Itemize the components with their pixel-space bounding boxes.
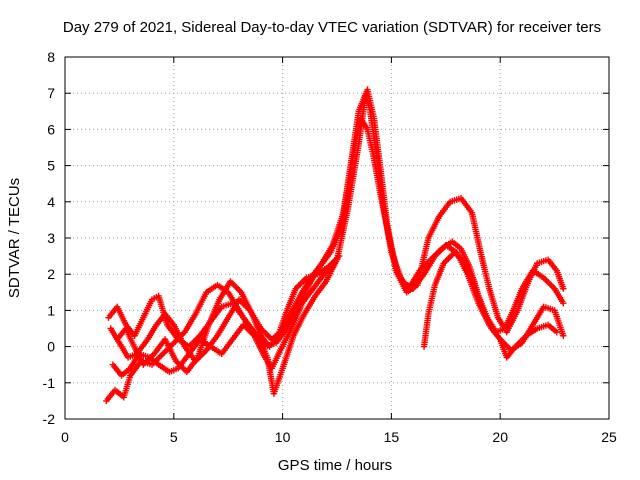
x-tick-label: 10	[275, 429, 291, 445]
y-tick-label: 8	[47, 49, 55, 65]
data-point	[560, 332, 567, 339]
y-tick-label: 0	[47, 339, 55, 355]
x-tick-label: 25	[601, 429, 617, 445]
x-tick-label: 20	[492, 429, 508, 445]
data-point	[560, 299, 567, 307]
x-tick-label: 5	[170, 429, 178, 445]
y-tick-label: 3	[47, 230, 55, 246]
chart-title: Day 279 of 2021, Sidereal Day-to-day VTE…	[63, 19, 601, 36]
y-tick-label: 1	[47, 302, 55, 318]
x-tick-label: 0	[61, 429, 69, 445]
y-tick-label: -1	[43, 375, 56, 391]
x-axis-title: GPS time / hours	[278, 457, 392, 474]
data-point	[560, 285, 567, 292]
y-tick-label: 7	[47, 85, 55, 101]
y-axis-title: SDTVAR / TECUs	[6, 178, 23, 298]
series-track-4	[109, 249, 567, 379]
y-tick-label: 4	[47, 194, 55, 210]
data-marks	[103, 86, 567, 405]
x-tick-label: 15	[384, 429, 400, 445]
x-tick-labels: 0 5 10 15 20 25	[61, 429, 617, 445]
data-point	[335, 252, 343, 260]
series-track-5	[114, 252, 343, 376]
axis-ticks	[64, 56, 610, 420]
y-tick-label: -2	[43, 411, 56, 427]
y-tick-label: 6	[47, 121, 55, 137]
y-tick-label: 5	[47, 158, 55, 174]
y-tick-label: 2	[47, 266, 55, 282]
y-tick-labels: -2 -1 0 1 2 3 4 5 6 7 8	[43, 49, 56, 427]
